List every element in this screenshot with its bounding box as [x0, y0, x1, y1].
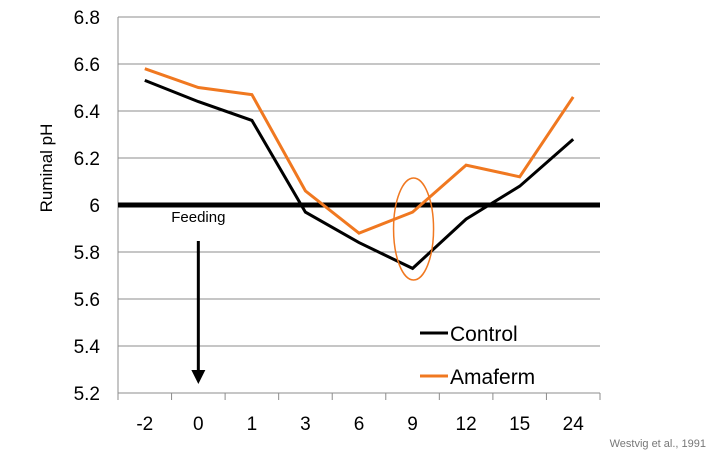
x-tick-label: 0 — [193, 414, 204, 435]
y-tick-label: 6 — [89, 196, 100, 217]
y-tick-label: 5.8 — [74, 243, 100, 264]
x-tick-label: 24 — [563, 414, 585, 435]
y-tick-label: 5.2 — [74, 384, 100, 405]
source-citation: Westvig et al., 1991 — [610, 438, 706, 450]
x-tick-label: 3 — [300, 414, 311, 435]
x-tick-label: 15 — [509, 414, 530, 435]
y-axis-label: Ruminal pH — [37, 124, 56, 213]
y-tick-label: 6.2 — [74, 149, 100, 170]
series-lines — [144, 67, 575, 271]
series-line-amaferm — [144, 67, 575, 235]
x-tick-label: 9 — [407, 414, 418, 435]
y-tick-label: 6.8 — [74, 8, 100, 29]
y-tick-label: 6.6 — [74, 55, 100, 76]
y-tick-label: 5.4 — [74, 337, 101, 358]
feeding-label: Feeding — [171, 209, 225, 226]
legend-label-control: Control — [450, 323, 518, 346]
x-tick-label: 1 — [247, 414, 258, 435]
feeding-arrow-head — [191, 370, 206, 384]
legend: Control Amaferm — [420, 323, 535, 389]
y-tick-label: 5.6 — [74, 290, 100, 311]
x-tick-label: -2 — [136, 414, 153, 435]
x-tick-label: 6 — [354, 414, 365, 435]
annotations: Feeding — [171, 177, 435, 384]
y-tick-label: 6.4 — [74, 102, 101, 123]
x-tick-label: 12 — [456, 414, 477, 435]
series-line-control — [144, 79, 575, 271]
axes: 5.2 5.4 5.6 5.8 6 6.2 6.4 6.6 6.8 -2 0 1 3 6 9 12 15 24 — [74, 8, 601, 435]
highlight-ellipse — [392, 177, 435, 281]
legend-label-amaferm: Amaferm — [450, 366, 535, 389]
